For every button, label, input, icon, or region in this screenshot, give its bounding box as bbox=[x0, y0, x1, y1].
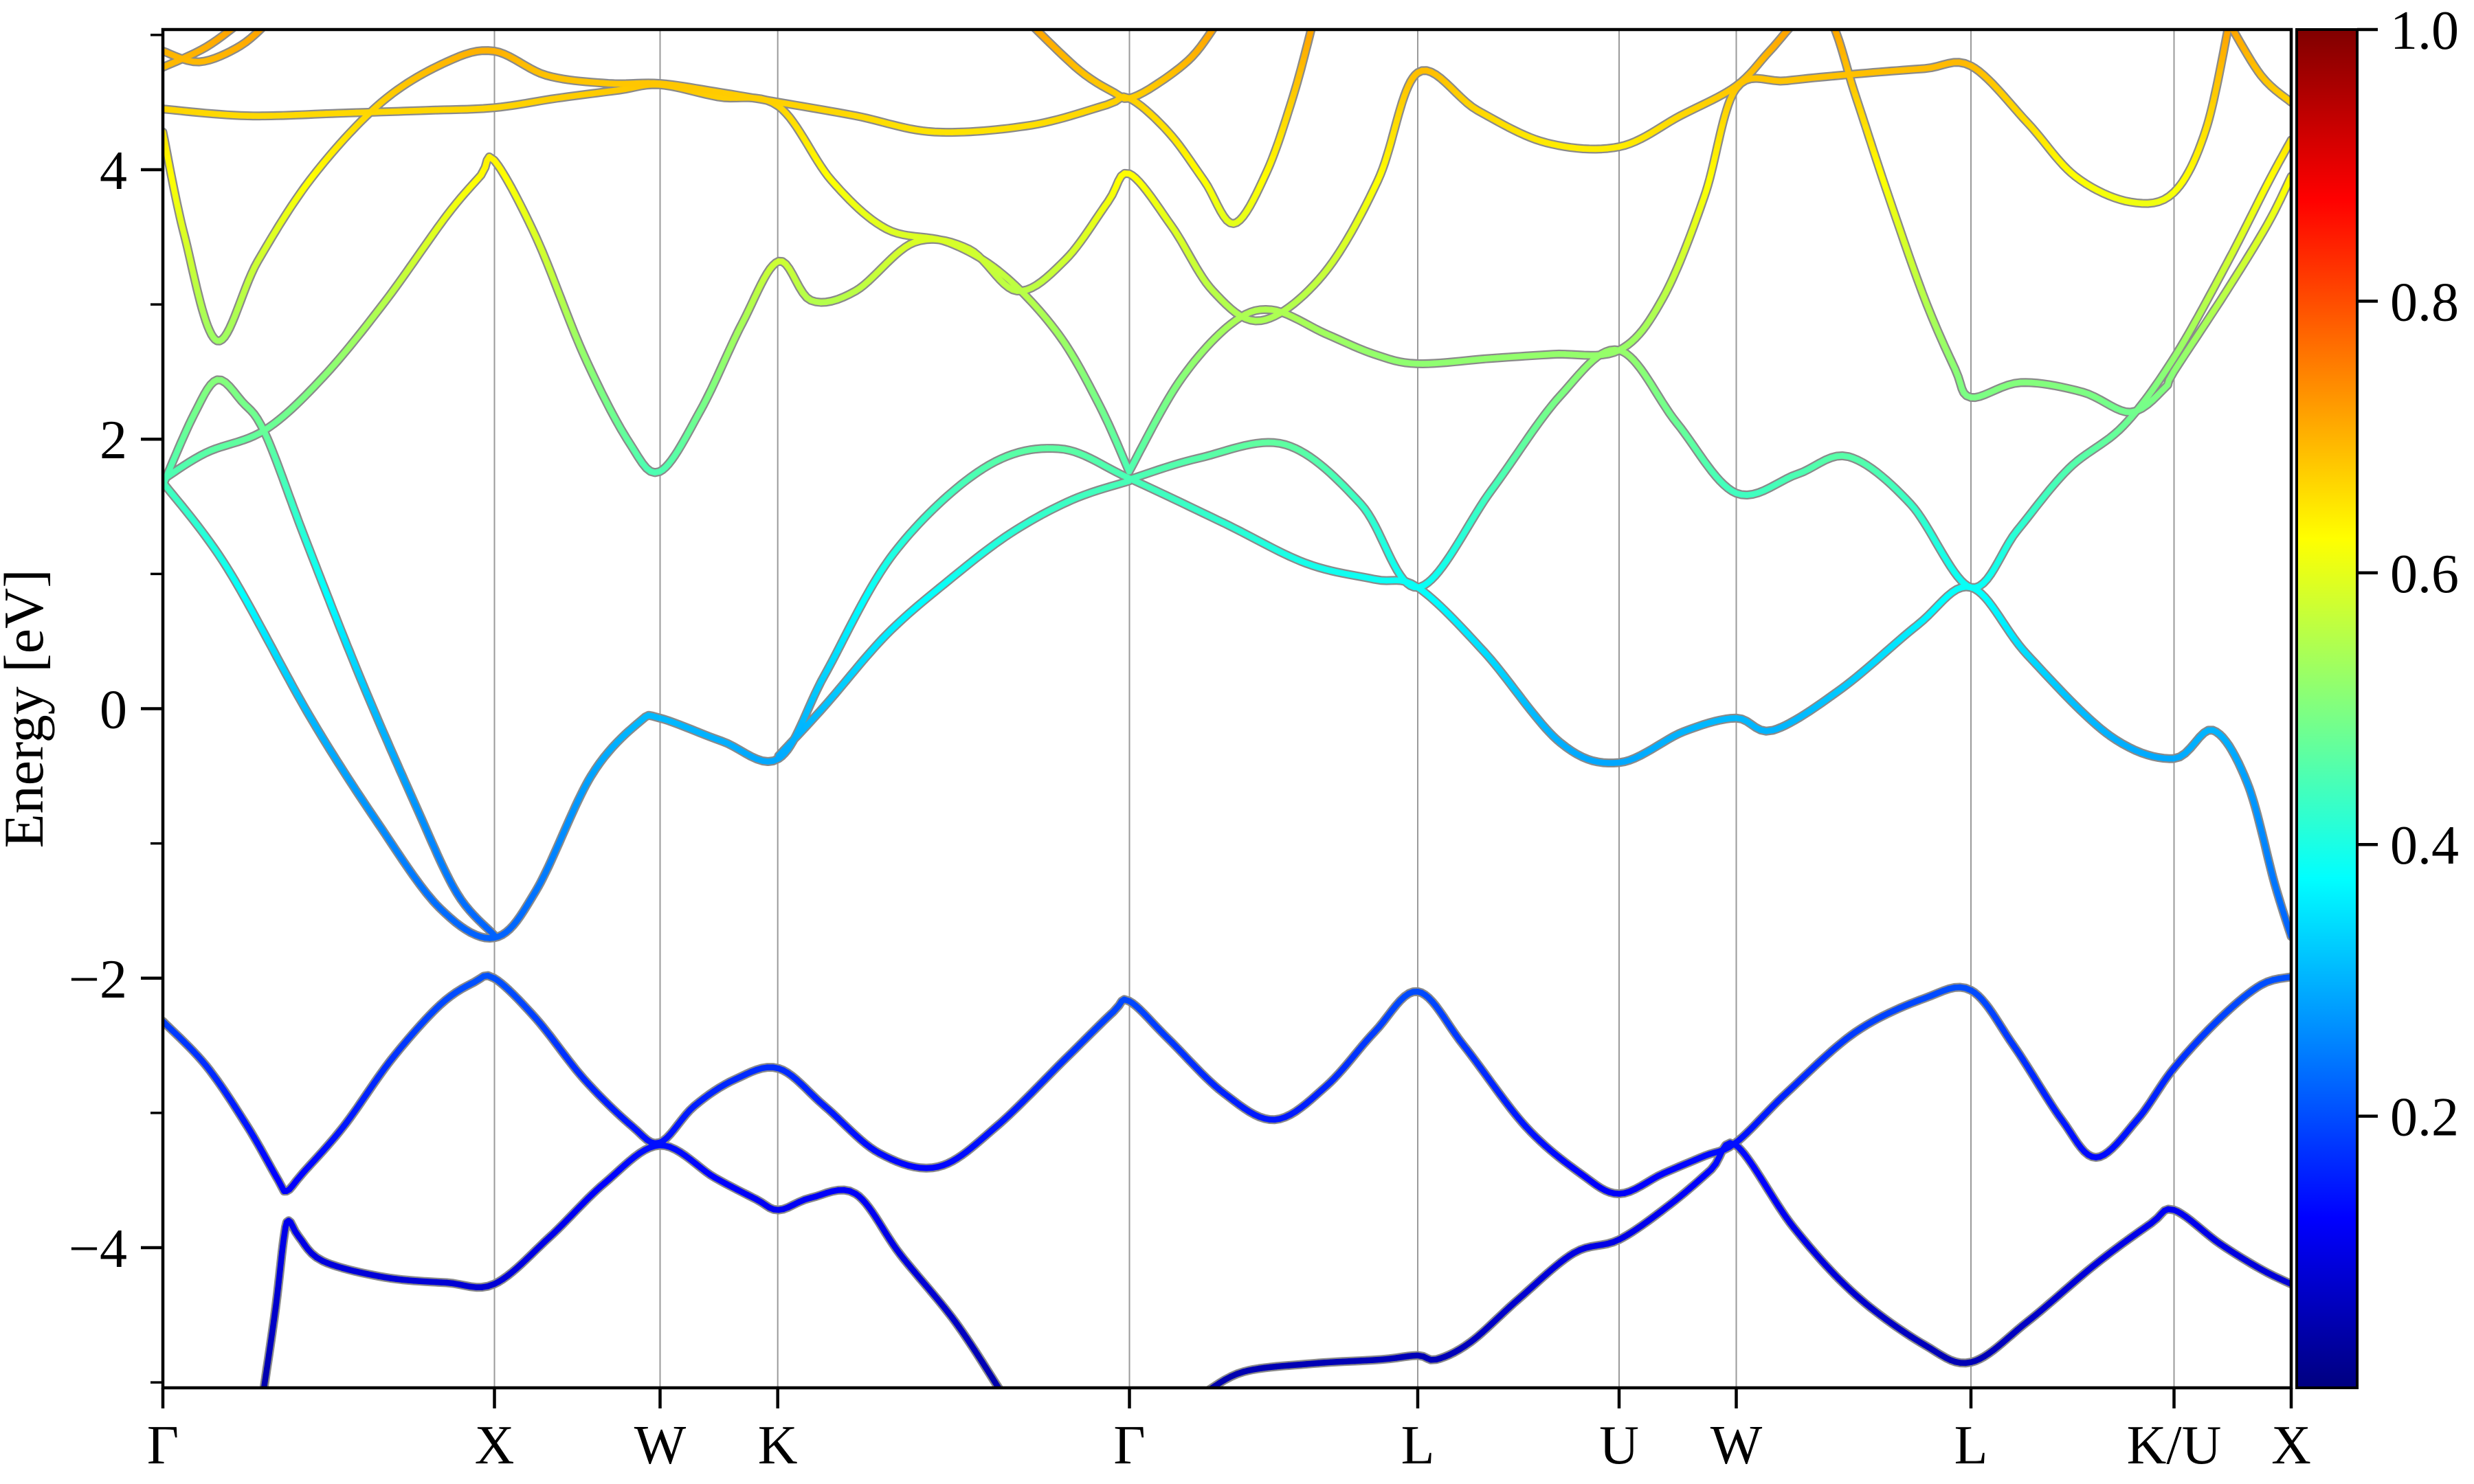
colorbar-tick-label-0.6: 0.6 bbox=[2390, 544, 2459, 605]
colorbar-tick-label-0.2: 0.2 bbox=[2390, 1088, 2459, 1148]
x-tick-label-10: X bbox=[2271, 1415, 2311, 1476]
colorbar-frame bbox=[2295, 28, 2359, 1389]
bands-layer bbox=[163, 30, 2291, 1388]
x-tick-label-1: X bbox=[475, 1415, 515, 1476]
band-orange-arc-gamma2 bbox=[1032, 30, 1216, 102]
x-tick-label-7: W bbox=[1710, 1415, 1763, 1476]
band-riser-wave-band bbox=[163, 30, 2291, 483]
kpoint-gridlines bbox=[493, 30, 2175, 1388]
x-axis: Γ X W K Γ L U W L K/U X bbox=[147, 1388, 2311, 1476]
y-tick-label-0: 0 bbox=[100, 680, 127, 741]
band-conduction-m-band bbox=[1126, 30, 2231, 475]
x-tick-label-4: Γ bbox=[1113, 1415, 1145, 1476]
y-tick-label--2: −2 bbox=[69, 949, 127, 1010]
y-tick-label-4: 4 bbox=[100, 141, 127, 201]
x-tick-label-9: K/U bbox=[2127, 1415, 2222, 1476]
band-valence-deep-upper bbox=[163, 972, 2291, 1197]
y-axis: −4 −2 0 2 4 bbox=[69, 34, 163, 1384]
x-tick-label-2: W bbox=[634, 1415, 687, 1476]
band-mid-riser-left bbox=[775, 477, 1133, 759]
band-hump-partner bbox=[163, 376, 498, 938]
x-tick-label-0: Γ bbox=[147, 1415, 179, 1476]
y-tick-label--4: −4 bbox=[69, 1219, 127, 1279]
colorbar-tick-label-0.4: 0.4 bbox=[2390, 816, 2459, 876]
band-yellow-arc-gamma1 bbox=[163, 30, 265, 65]
x-tick-label-5: L bbox=[1401, 1415, 1435, 1476]
band-valence-deep-lower-right bbox=[1207, 1140, 2291, 1388]
x-tick-label-6: U bbox=[1599, 1415, 1639, 1476]
y-axis-title: Energy [eV] bbox=[0, 569, 55, 848]
band-flat-top-long-descent bbox=[163, 81, 1133, 475]
band-v-band-top bbox=[163, 30, 1315, 344]
colorbar-gradient bbox=[2297, 30, 2357, 1388]
band-mid-flat-band bbox=[1126, 137, 2291, 591]
band-valence-deep-lower-left bbox=[260, 1142, 1003, 1388]
x-tick-label-8: L bbox=[1954, 1415, 1988, 1476]
y-tick-label-2: 2 bbox=[100, 410, 127, 471]
x-tick-label-3: K bbox=[758, 1415, 798, 1476]
colorbar-tick-label-1.0: 1.0 bbox=[2390, 1, 2459, 61]
colorbar: 1.0 0.8 0.6 0.4 0.2 bbox=[2295, 1, 2459, 1389]
band-segment bbox=[489, 930, 498, 938]
colorbar-tick-label-0.8: 0.8 bbox=[2390, 272, 2459, 333]
